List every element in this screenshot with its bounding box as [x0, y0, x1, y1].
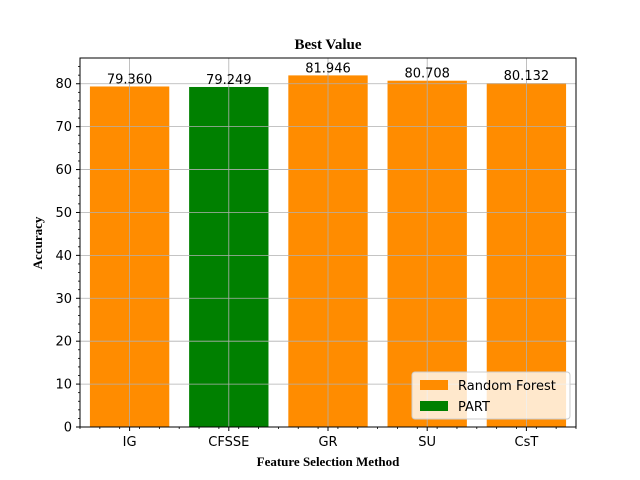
- value-label-cst: 80.132: [504, 69, 550, 84]
- y-tick-label-20: 20: [55, 335, 72, 350]
- y-tick-label-30: 30: [55, 292, 72, 307]
- y-tick-label-70: 70: [55, 120, 72, 135]
- chart-title: Best Value: [294, 37, 361, 53]
- y-tick-label-40: 40: [55, 249, 72, 264]
- legend-label-random-forest: Random Forest: [458, 379, 556, 394]
- y-axis-label: Accuracy: [30, 216, 45, 269]
- y-axis-label-group: Accuracy: [30, 216, 45, 269]
- y-tick-label-10: 10: [55, 378, 72, 393]
- x-tick-label-gr: GR: [318, 435, 337, 450]
- legend-label-part: PART: [458, 400, 490, 415]
- y-tick-label-80: 80: [55, 77, 72, 92]
- value-label-ig: 79.360: [107, 72, 153, 87]
- y-tick-label-60: 60: [55, 163, 72, 178]
- x-axis-label: Feature Selection Method: [257, 454, 400, 469]
- x-tick-label-ig: IG: [123, 435, 137, 450]
- legend-box: [411, 371, 571, 420]
- x-tick-label-cfsse: CFSSE: [208, 435, 249, 450]
- value-labels-layer: 79.360 79.249 81.946 80.708 80.132: [107, 61, 549, 88]
- y-tick-label-0: 0: [64, 421, 72, 436]
- value-label-su: 80.708: [404, 67, 450, 82]
- y-tick-label-50: 50: [55, 206, 72, 221]
- value-label-gr: 81.946: [305, 61, 351, 76]
- legend: Random Forest PART: [411, 371, 571, 420]
- legend-swatch-random-forest: [420, 380, 448, 390]
- x-tick-label-su: SU: [418, 435, 436, 450]
- axes-layer: 0 10 20 30 40 50 60 70 80 IG CFSSE GR SU CsT: [55, 57, 577, 450]
- legend-swatch-part: [420, 401, 448, 411]
- x-tick-label-cst: CsT: [515, 435, 539, 450]
- value-label-cfsse: 79.249: [206, 73, 252, 88]
